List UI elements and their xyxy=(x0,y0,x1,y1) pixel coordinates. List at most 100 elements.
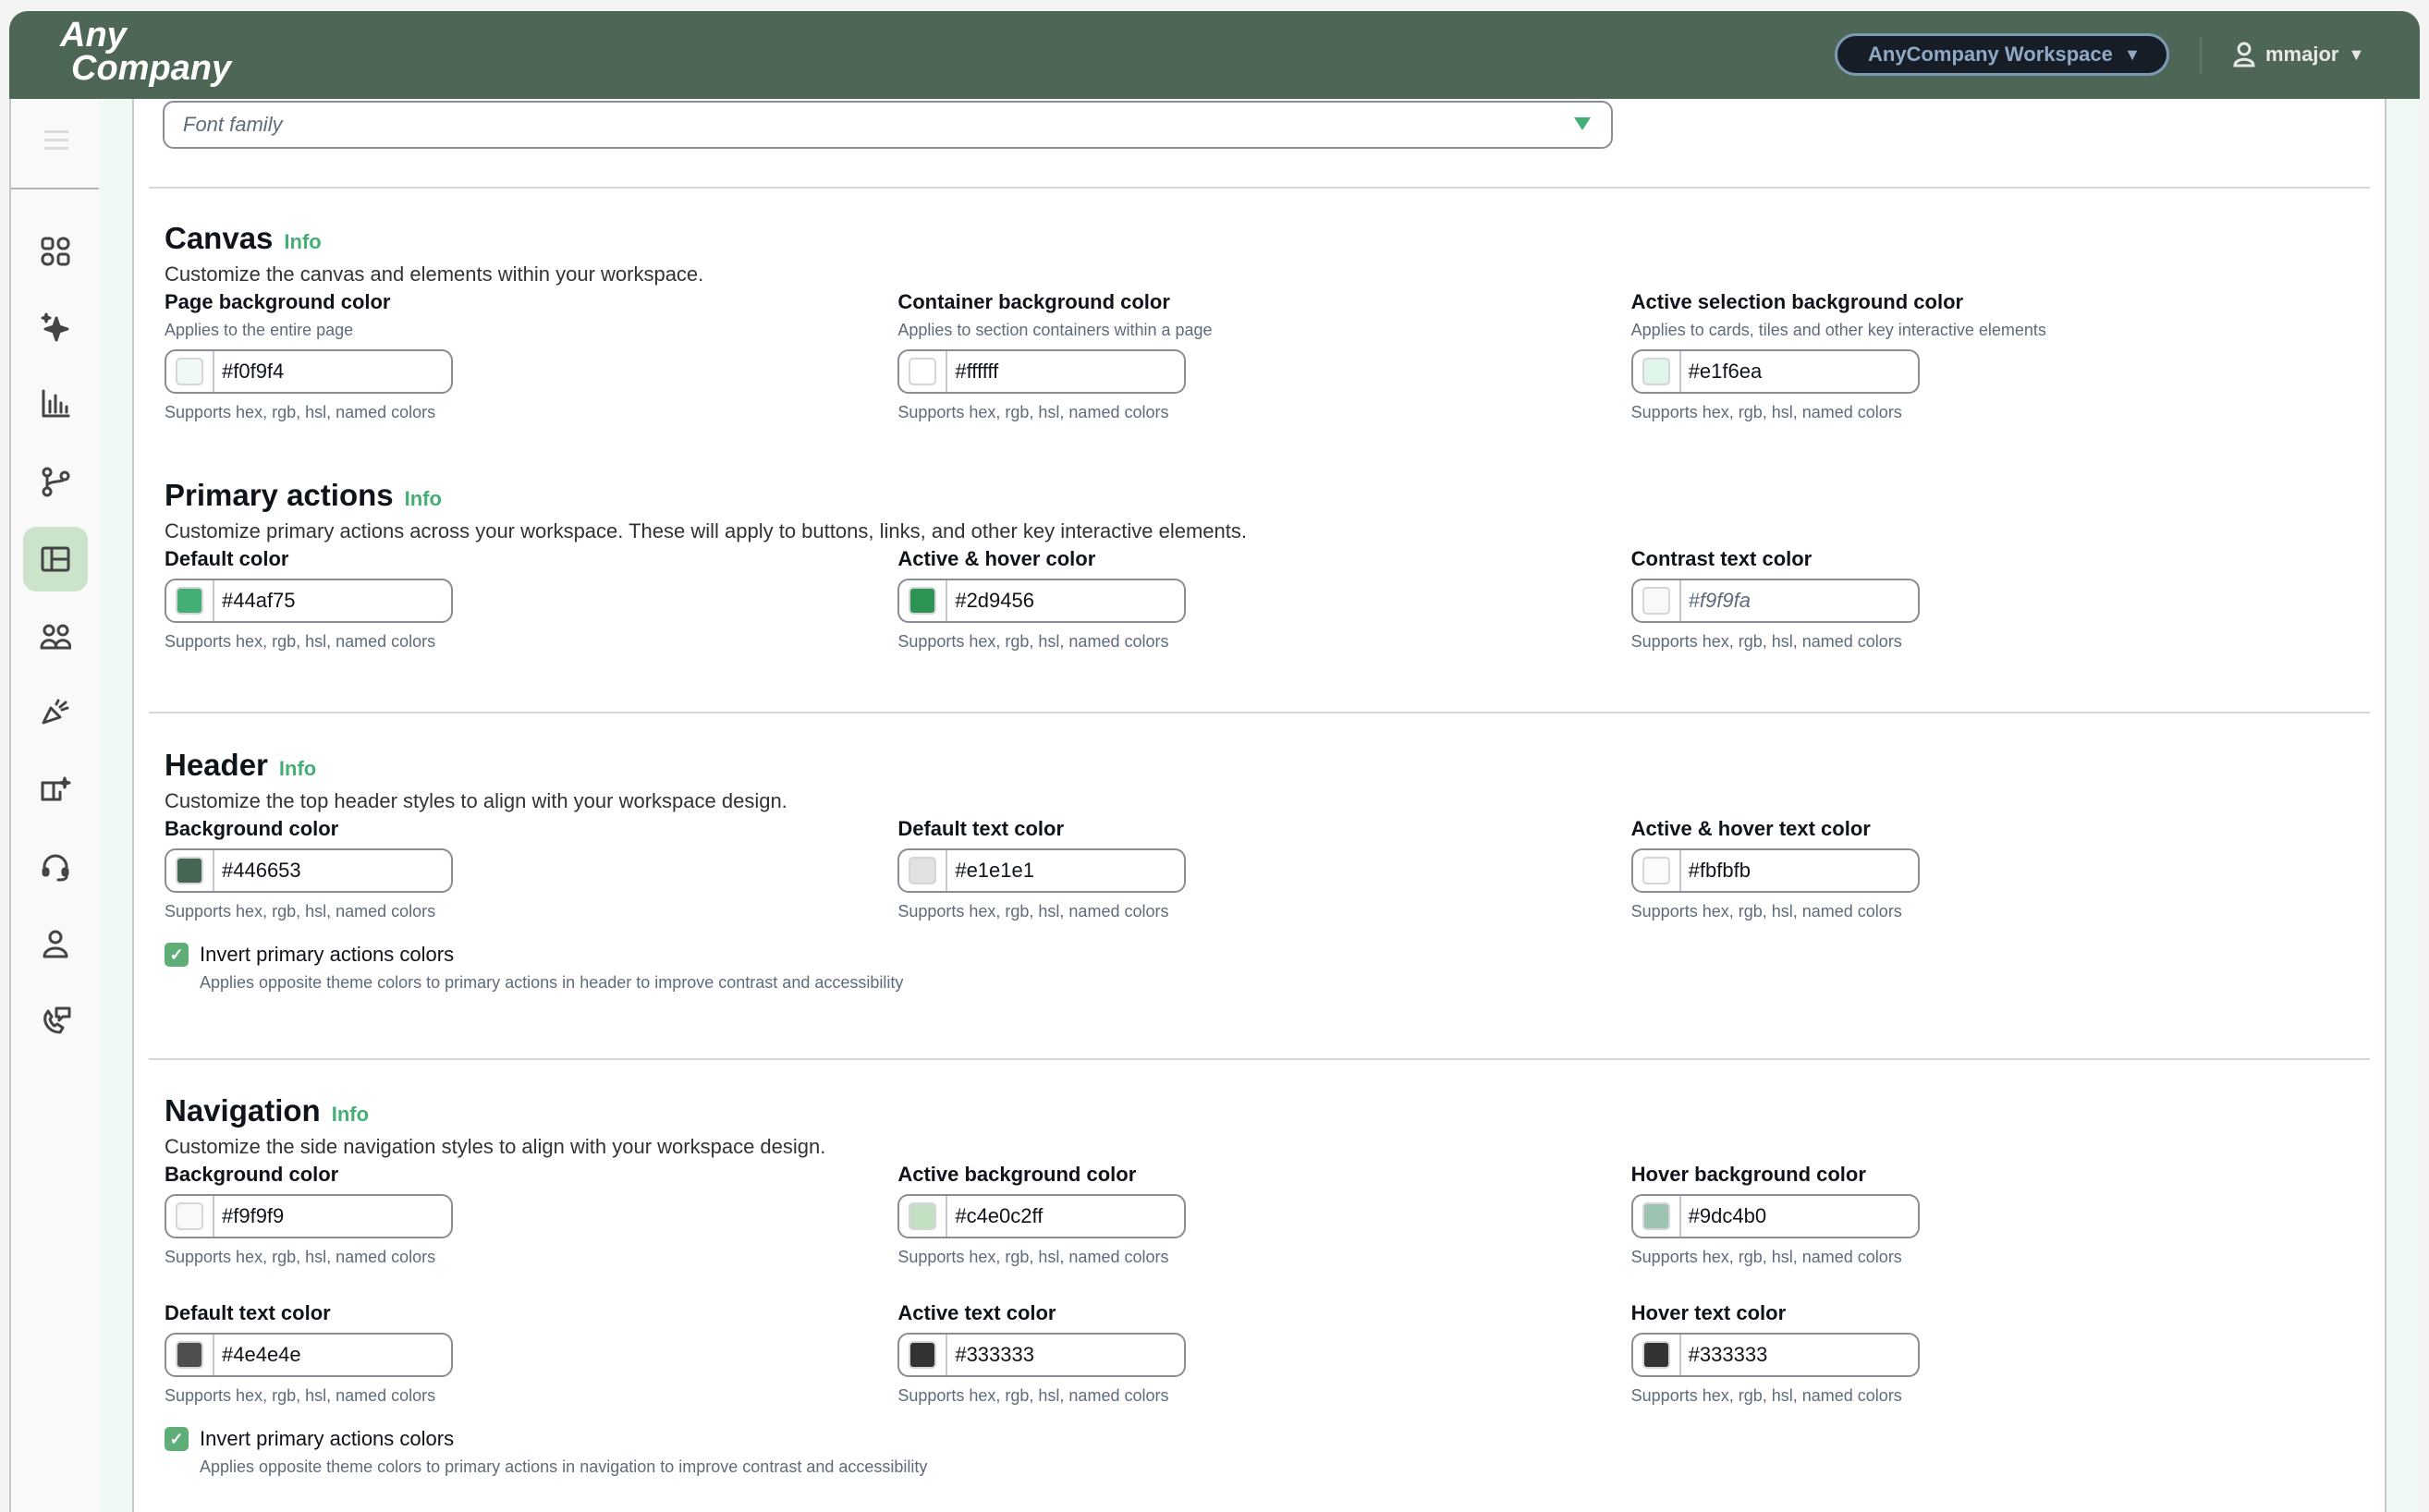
color-input[interactable]: #f9f9fa xyxy=(1630,579,1920,623)
company-logo[interactable]: Any Company xyxy=(60,18,231,86)
sparkle-icon xyxy=(41,312,69,342)
checkbox-label: Invert primary actions colors xyxy=(200,943,455,966)
input-separator xyxy=(1678,1196,1681,1237)
color-input[interactable]: #333333 xyxy=(897,1333,1187,1377)
sidebar-item-layout[interactable] xyxy=(23,527,88,591)
color-input-value: #e1f6ea xyxy=(1688,360,1763,383)
color-swatch[interactable] xyxy=(176,1202,203,1230)
color-swatch[interactable] xyxy=(909,358,937,385)
input-separator xyxy=(946,580,948,621)
color-swatch[interactable] xyxy=(176,857,203,884)
sidebar-item-branch[interactable] xyxy=(23,449,88,514)
input-separator xyxy=(213,580,214,621)
color-swatch[interactable] xyxy=(909,1341,937,1369)
color-field: Active & hover text color #fbfbfb Supports… xyxy=(1630,815,2364,925)
user-icon xyxy=(2233,42,2255,67)
color-input[interactable]: #333333 xyxy=(1630,1333,1920,1377)
color-input[interactable]: #e1e1e1 xyxy=(897,848,1187,893)
input-separator xyxy=(213,850,214,891)
sidebar-item-phone-chat[interactable] xyxy=(23,988,88,1053)
caret-down-icon: ▼ xyxy=(2348,45,2365,64)
sidebar-item-users[interactable] xyxy=(23,604,88,669)
color-swatch[interactable] xyxy=(909,1202,937,1230)
input-separator xyxy=(946,1196,948,1237)
info-link[interactable]: Info xyxy=(278,757,317,780)
field-label: Default text color xyxy=(165,1301,331,1324)
color-swatch[interactable] xyxy=(1642,358,1670,385)
color-swatch[interactable] xyxy=(176,1341,203,1369)
invert-primary-actions-checkbox[interactable]: ✓ Invert primary actions colors xyxy=(165,1425,2364,1453)
color-input-value: #9dc4b0 xyxy=(1688,1204,1767,1227)
color-input[interactable]: #446653 xyxy=(165,848,453,893)
section-description: Customize primary actions across your wo… xyxy=(165,519,1247,543)
color-input[interactable]: #e1f6ea xyxy=(1630,349,1920,394)
color-field: Default text color #e1e1e1 Supports hex, r… xyxy=(897,815,1630,925)
section-primary-actions: Primary actions Info Customize primary act… xyxy=(165,477,2364,655)
section-title: Canvas Info xyxy=(165,220,2364,257)
color-swatch[interactable] xyxy=(1642,1341,1670,1369)
field-label: Hover background color xyxy=(1630,1163,1866,1186)
color-input[interactable]: #c4e0c2ff xyxy=(897,1194,1187,1238)
sidebar-item-sparkle[interactable] xyxy=(23,296,88,360)
field-row: Background color #f9f9f9 Supports hex, rgb… xyxy=(165,1161,2364,1271)
color-field: Hover text color #333333 Supports hex, rgb… xyxy=(1630,1299,2364,1409)
color-swatch[interactable] xyxy=(909,857,937,884)
color-input[interactable]: #9dc4b0 xyxy=(1630,1194,1920,1238)
color-input[interactable]: #ffffff xyxy=(897,349,1187,394)
field-constraint: Supports hex, rgb, hsl, named colors xyxy=(897,632,1169,651)
color-input[interactable]: #2d9456 xyxy=(897,579,1187,623)
sidebar-item-megaphone[interactable] xyxy=(23,680,88,745)
color-swatch[interactable] xyxy=(1642,1202,1670,1230)
color-input-value: #333333 xyxy=(1688,1343,1768,1366)
checkbox-checked-icon[interactable]: ✓ xyxy=(165,1427,189,1451)
input-separator xyxy=(1678,580,1681,621)
color-swatch[interactable] xyxy=(176,358,203,385)
workspace-selector[interactable]: AnyCompany Workspace ▼ xyxy=(1835,33,2169,76)
input-separator xyxy=(213,351,214,392)
sidebar-item-book-sparkle[interactable] xyxy=(23,758,88,823)
branch-icon xyxy=(42,467,70,497)
color-input[interactable]: #f9f9f9 xyxy=(165,1194,453,1238)
color-input[interactable]: #4e4e4e xyxy=(165,1333,453,1377)
checkbox-checked-icon[interactable]: ✓ xyxy=(165,943,189,967)
user-menu[interactable]: mmajor ▼ xyxy=(2232,33,2364,76)
color-swatch[interactable] xyxy=(176,587,203,615)
bar-chart-icon xyxy=(42,389,70,418)
info-link[interactable]: Info xyxy=(284,230,322,253)
section-description: Customize the canvas and elements within… xyxy=(165,262,704,286)
invert-primary-actions-checkbox[interactable]: ✓ Invert primary actions colors xyxy=(165,941,2364,969)
color-input[interactable]: #fbfbfb xyxy=(1630,848,1920,893)
color-input[interactable]: #f0f9f4 xyxy=(165,349,453,394)
field-constraint: Supports hex, rgb, hsl, named colors xyxy=(165,1386,436,1405)
sidebar-item-bar-chart[interactable] xyxy=(23,372,88,436)
color-input-value: #333333 xyxy=(955,1343,1034,1366)
color-field: Active background color #c4e0c2ff Supports… xyxy=(897,1161,1630,1271)
section-divider xyxy=(149,712,2370,713)
sidebar-item-user[interactable] xyxy=(23,911,88,976)
info-link[interactable]: Info xyxy=(404,487,442,510)
color-swatch[interactable] xyxy=(1642,587,1670,615)
menu-toggle-icon[interactable] xyxy=(44,130,68,155)
color-swatch[interactable] xyxy=(1642,857,1670,884)
sidebar-item-headset[interactable] xyxy=(23,835,88,900)
color-swatch[interactable] xyxy=(909,587,937,615)
field-label: Active & hover text color xyxy=(1630,817,1871,840)
sidebar-item-dashboard-grid[interactable] xyxy=(23,219,88,284)
color-input[interactable]: #44af75 xyxy=(165,579,453,623)
input-separator xyxy=(1678,1335,1681,1375)
input-separator xyxy=(946,1335,948,1375)
field-label: Default color xyxy=(165,547,289,570)
field-label: Hover text color xyxy=(1630,1301,1787,1324)
info-link[interactable]: Info xyxy=(331,1103,370,1126)
color-input-value: #f0f9f4 xyxy=(222,360,285,383)
field-row: Default color #44af75 Supports hex, rgb, h… xyxy=(165,545,2364,655)
checkbox-description: Applies opposite theme colors to primary… xyxy=(200,1457,928,1476)
field-label: Active text color xyxy=(897,1301,1056,1324)
color-input-value: #f9f9f9 xyxy=(222,1204,285,1227)
field-help: Applies to the entire page xyxy=(165,321,354,339)
color-input-value: #e1e1e1 xyxy=(955,859,1034,882)
font-family-select[interactable]: Font family xyxy=(163,101,1613,149)
field-constraint: Supports hex, rgb, hsl, named colors xyxy=(165,403,436,421)
field-row: Default text color #4e4e4e Supports hex, r… xyxy=(165,1299,2364,1409)
color-field: Background color #446653 Supports hex, rgb… xyxy=(165,815,897,925)
